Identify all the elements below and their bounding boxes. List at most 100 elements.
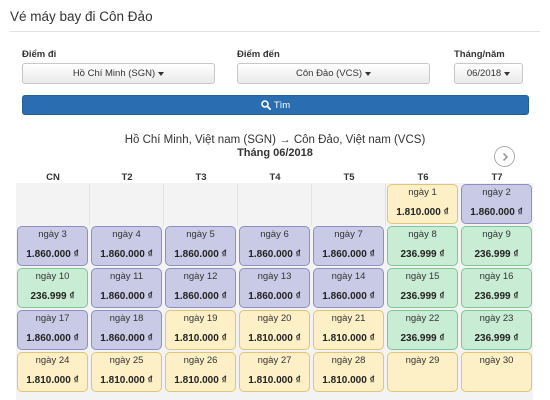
empty-day-cell	[165, 184, 238, 226]
calendar-day-cell[interactable]: ngày 7 1.860.000 ₫	[313, 226, 384, 266]
calendar-day-cell[interactable]: ngày 5 1.860.000 ₫	[165, 226, 236, 266]
day-price: 1.860.000 ₫	[100, 291, 153, 302]
calendar-day-cell[interactable]: ngày 18 1.860.000 ₫	[91, 310, 162, 350]
day-price: 1.860.000 ₫	[26, 333, 79, 344]
day-price: 1.810.000 ₫	[26, 375, 79, 386]
day-price: 1.810.000 ₫	[396, 207, 449, 218]
day-date: ngày 14	[331, 271, 366, 282]
day-price: 236.999 ₫	[400, 291, 445, 302]
day-price: 1.860.000 ₫	[26, 249, 79, 260]
day-price: 1.860.000 ₫	[174, 291, 227, 302]
day-date: ngày 18	[109, 313, 144, 324]
weekday-header: T4	[269, 172, 281, 183]
header-divider	[10, 31, 540, 32]
day-date: ngày 20	[257, 313, 292, 324]
calendar-day-cell[interactable]: ngày 4 1.860.000 ₫	[91, 226, 162, 266]
day-date: ngày 3	[38, 229, 67, 240]
route-text: Hồ Chí Minh, Việt nam (SGN) → Côn Đảo, V…	[124, 134, 426, 146]
day-date: ngày 11	[109, 271, 144, 282]
day-price: 1.860.000 ₫	[248, 249, 301, 260]
day-date: ngày 15	[405, 271, 440, 282]
calendar-day-cell[interactable]: ngày 23 236.999 ₫	[461, 310, 532, 350]
day-price: 1.810.000 ₫	[322, 375, 375, 386]
day-price: 1.860.000 ₫	[322, 291, 375, 302]
calendar-day-cell[interactable]: ngày 17 1.860.000 ₫	[17, 310, 88, 350]
origin-select[interactable]: Hồ Chí Minh (SGN)	[22, 63, 215, 84]
calendar-day-cell[interactable]: ngày 22 236.999 ₫	[387, 310, 458, 350]
calendar-day-cell[interactable]: ngày 10 236.999 ₫	[17, 268, 88, 308]
day-price: 236.999 ₫	[400, 333, 445, 344]
calendar-day-cell[interactable]: ngày 20 1.810.000 ₫	[239, 310, 310, 350]
day-price: 1.860.000 ₫	[248, 291, 301, 302]
day-price: 236.999 ₫	[400, 249, 445, 260]
calendar-day-cell[interactable]: ngày 14 1.860.000 ₫	[313, 268, 384, 308]
chevron-right-icon	[502, 152, 508, 161]
calendar-day-cell[interactable]: ngày 28 1.810.000 ₫	[313, 352, 384, 392]
calendar-day-cell[interactable]: ngày 2 1.860.000 ₫	[461, 184, 532, 224]
page-title: Vé máy bay đi Côn Đảo	[10, 9, 153, 24]
day-date: ngày 1	[408, 187, 437, 198]
day-price: 1.860.000 ₫	[174, 249, 227, 260]
calendar-day-cell[interactable]: ngày 27 1.810.000 ₫	[239, 352, 310, 392]
search-button-label: Tìm	[273, 99, 291, 111]
day-date: ngày 12	[183, 271, 218, 282]
chevron-down-icon	[504, 71, 511, 76]
calendar-day-cell[interactable]: ngày 12 1.860.000 ₫	[165, 268, 236, 308]
day-date: ngày 29	[405, 355, 440, 366]
empty-day-cell	[313, 184, 386, 226]
day-price: 1.860.000 ₫	[322, 249, 375, 260]
calendar-day-cell[interactable]: ngày 9 236.999 ₫	[461, 226, 532, 266]
calendar-day-cell[interactable]: ngày 24 1.810.000 ₫	[17, 352, 88, 392]
calendar-day-cell[interactable]: ngày 21 1.810.000 ₫	[313, 310, 384, 350]
calendar-day-cell[interactable]: ngày 11 1.860.000 ₫	[91, 268, 162, 308]
day-date: ngày 24	[35, 355, 70, 366]
weekday-header: T2	[121, 172, 133, 183]
calendar-day-cell[interactable]: ngày 19 1.810.000 ₫	[165, 310, 236, 350]
calendar-day-cell[interactable]: ngày 1 1.810.000 ₫	[387, 184, 458, 224]
day-date: ngày 30	[479, 355, 514, 366]
weekday-header: T6	[417, 172, 429, 183]
calendar-day-cell[interactable]: ngày 16 236.999 ₫	[461, 268, 532, 308]
day-date: ngày 23	[479, 313, 514, 324]
month-title: Tháng 06/2018	[237, 147, 313, 159]
day-date: ngày 5	[186, 229, 215, 240]
calendar-day-cell[interactable]: ngày 29	[387, 352, 458, 392]
day-date: ngày 6	[260, 229, 289, 240]
chevron-down-icon	[365, 71, 371, 76]
day-price: 1.810.000 ₫	[322, 333, 375, 344]
destination-select[interactable]: Côn Đảo (VCS)	[237, 63, 430, 84]
chevron-down-icon	[158, 71, 165, 76]
calendar-day-cell[interactable]: ngày 26 1.810.000 ₫	[165, 352, 236, 392]
destination-select-value: Côn Đảo (VCS)	[296, 68, 362, 79]
calendar-day-cell[interactable]: ngày 25 1.810.000 ₫	[91, 352, 162, 392]
day-price: 236.999 ₫	[474, 291, 519, 302]
day-price: 1.810.000 ₫	[100, 375, 153, 386]
day-price: 1.860.000 ₫	[100, 333, 153, 344]
day-date: ngày 22	[405, 313, 440, 324]
calendar-day-cell[interactable]: ngày 8 236.999 ₫	[387, 226, 458, 266]
search-button[interactable]: Tìm	[22, 95, 529, 115]
next-month-button[interactable]	[494, 146, 515, 167]
calendar-day-cell[interactable]: ngày 13 1.860.000 ₫	[239, 268, 310, 308]
month-select[interactable]: 06/2018	[454, 63, 523, 84]
weekday-header: T3	[195, 172, 207, 183]
calendar-day-cell[interactable]: ngày 30	[461, 352, 532, 392]
day-price: 1.810.000 ₫	[174, 375, 227, 386]
empty-day-cell	[17, 184, 90, 226]
calendar-day-cell[interactable]: ngày 15 236.999 ₫	[387, 268, 458, 308]
day-date: ngày 13	[257, 271, 292, 282]
day-date: ngày 19	[183, 313, 218, 324]
day-price: 236.999 ₫	[30, 291, 75, 302]
day-date: ngày 25	[109, 355, 144, 366]
day-price: 236.999 ₫	[474, 333, 519, 344]
month-select-value: 06/2018	[466, 68, 502, 79]
calendar-day-cell[interactable]: ngày 3 1.860.000 ₫	[17, 226, 88, 266]
origin-label: Điểm đi	[22, 49, 57, 60]
day-date: ngày 9	[482, 229, 511, 240]
weekday-header: T7	[491, 172, 503, 183]
day-date: ngày 17	[35, 313, 70, 324]
day-date: ngày 4	[112, 229, 141, 240]
day-date: ngày 28	[331, 355, 366, 366]
calendar-day-cell[interactable]: ngày 6 1.860.000 ₫	[239, 226, 310, 266]
day-date: ngày 8	[408, 229, 437, 240]
